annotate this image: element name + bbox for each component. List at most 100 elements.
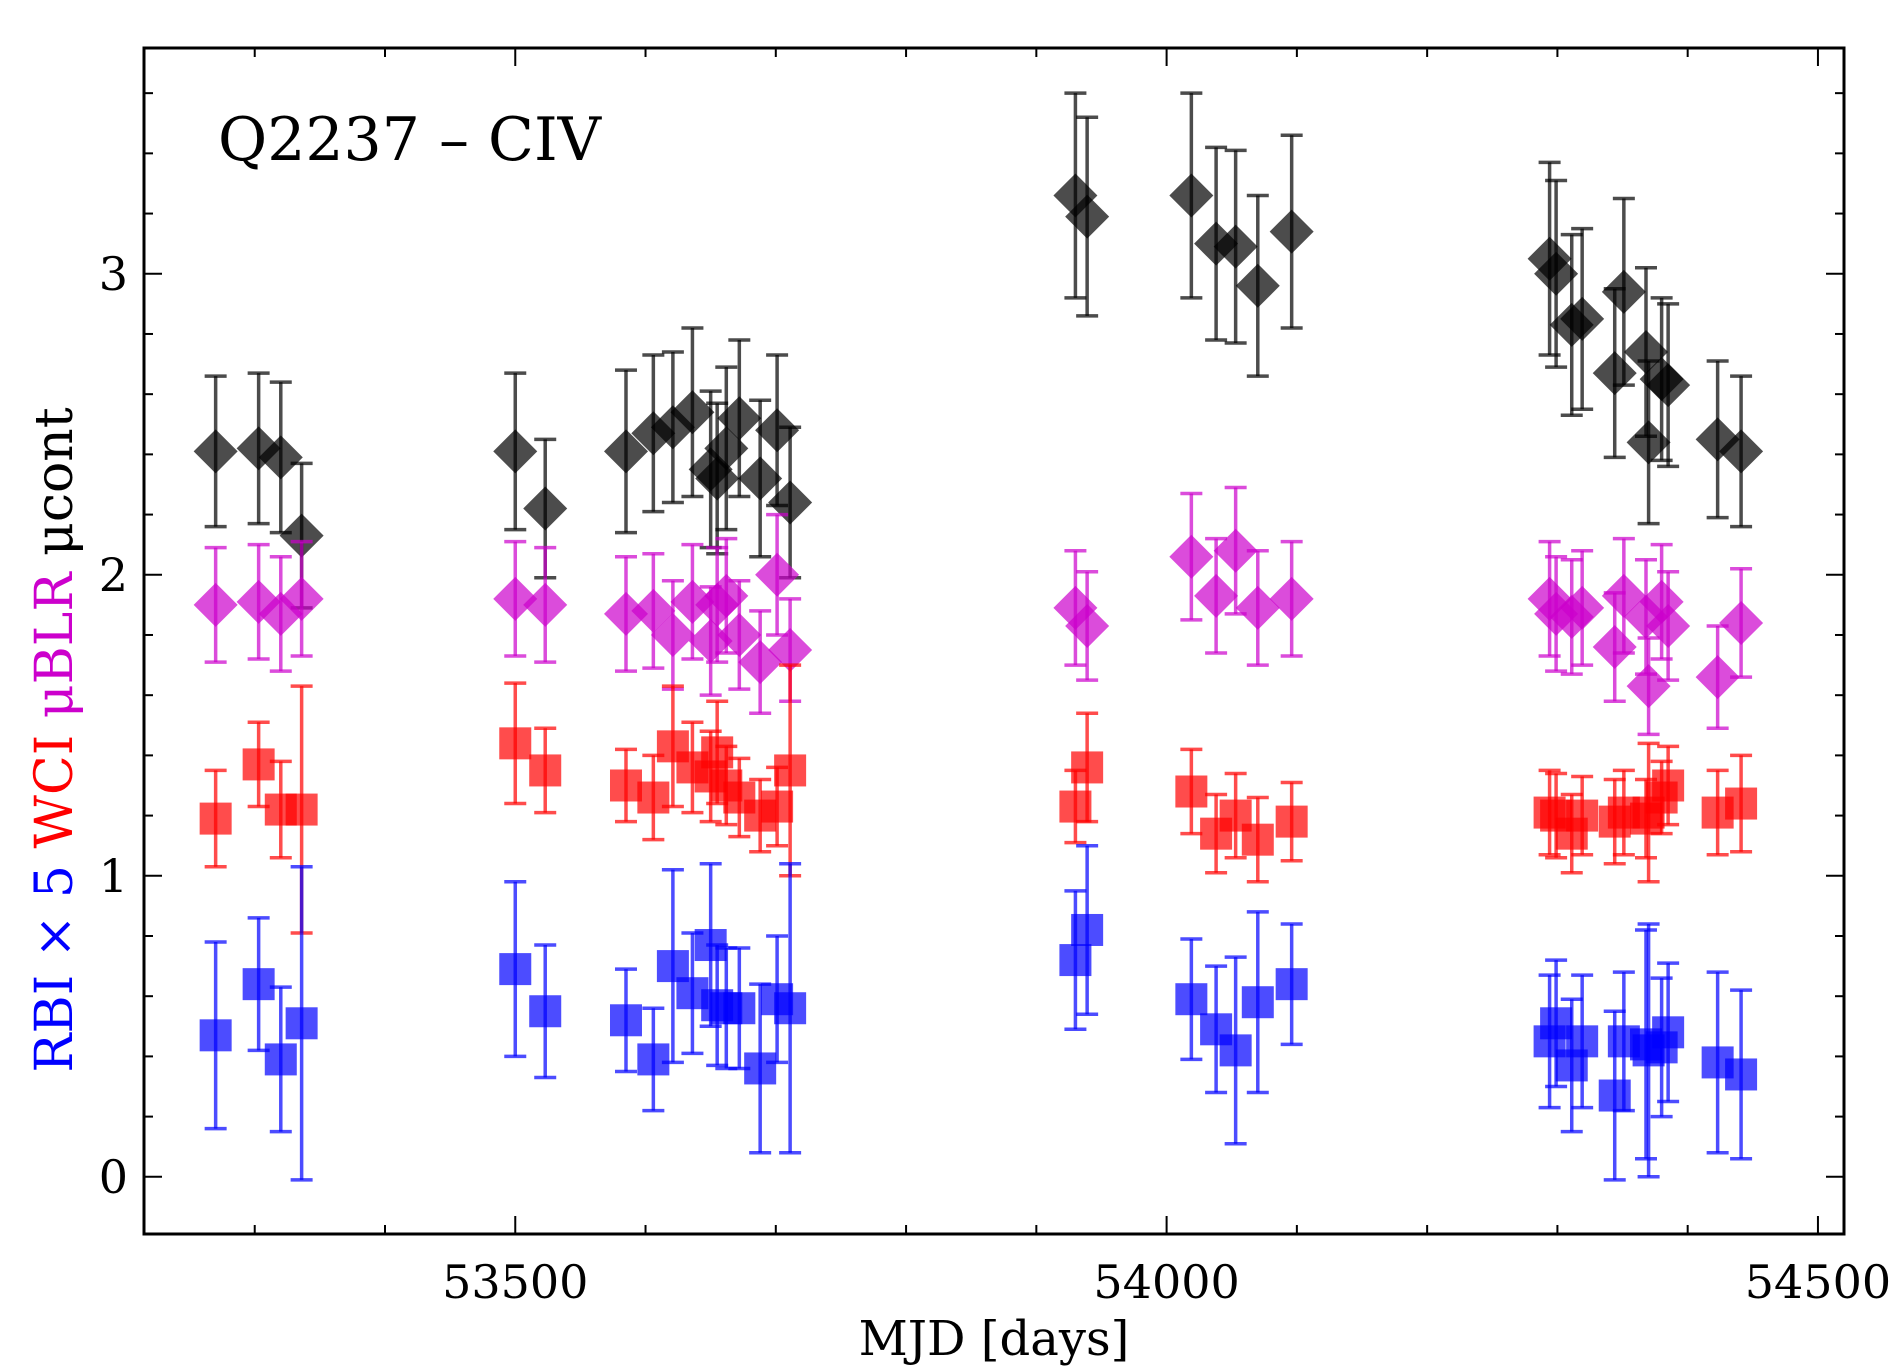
- series-group: [193, 485, 1764, 737]
- data-point-diamond: [523, 486, 568, 531]
- data-point-square: [1241, 823, 1274, 856]
- data-point-diamond: [279, 513, 324, 558]
- data-point-diamond: [1601, 269, 1646, 314]
- data-point-diamond: [279, 576, 324, 621]
- data-point-square: [774, 992, 807, 1025]
- data-point-diamond: [1719, 429, 1764, 474]
- data-point-square: [1071, 913, 1104, 946]
- x-axis-title: MJD [days]: [859, 1311, 1130, 1367]
- data-point-diamond: [738, 456, 783, 501]
- data-point-diamond: [603, 591, 648, 636]
- data-point-diamond: [603, 429, 648, 474]
- data-point-square: [1652, 1016, 1685, 1049]
- data-point-square: [264, 1043, 297, 1076]
- y-axis-title-part: RBI × 5: [25, 849, 85, 1073]
- data-point-diamond: [193, 582, 238, 627]
- data-point-diamond: [670, 390, 715, 435]
- data-point-diamond: [1065, 194, 1110, 239]
- data-point-square: [1652, 769, 1685, 802]
- data-point-square: [1598, 1079, 1631, 1112]
- x-tick-label: 54500: [1745, 1255, 1891, 1309]
- data-point-square: [744, 1052, 777, 1085]
- data-point-diamond: [1213, 528, 1258, 573]
- data-point-diamond: [1560, 296, 1605, 341]
- data-point-square: [499, 727, 532, 760]
- series-group: [199, 843, 1758, 1182]
- data-point-square: [1175, 775, 1208, 808]
- data-point-diamond: [1534, 251, 1579, 296]
- data-point-square: [701, 736, 734, 769]
- y-axis-title-part: WCI: [25, 718, 85, 848]
- data-point-square: [1275, 805, 1308, 838]
- data-point-square: [1275, 968, 1308, 1001]
- data-point-diamond: [1695, 655, 1740, 700]
- data-point-diamond: [1235, 263, 1280, 308]
- data-point-square: [609, 769, 642, 802]
- data-point-diamond: [1626, 420, 1671, 465]
- data-point-square: [285, 793, 318, 826]
- data-point-square: [609, 1004, 642, 1037]
- data-point-square: [774, 754, 807, 787]
- data-point-diamond: [1269, 576, 1314, 621]
- data-point-square: [637, 1043, 670, 1076]
- chart-title: Q2237 – CIV: [218, 105, 603, 175]
- data-point-square: [529, 754, 562, 787]
- data-point-diamond: [1646, 603, 1691, 648]
- data-point-square: [1241, 986, 1274, 1019]
- data-point-square: [1175, 983, 1208, 1016]
- x-tick-label: 54000: [1093, 1255, 1239, 1309]
- data-point-square: [285, 1007, 318, 1040]
- data-point-square: [656, 950, 689, 983]
- data-point-square: [1725, 787, 1758, 820]
- data-point-square: [499, 953, 532, 986]
- data-point-diamond: [493, 429, 538, 474]
- data-point-diamond: [493, 576, 538, 621]
- data-point-square: [199, 802, 232, 835]
- data-point-diamond: [1213, 224, 1258, 269]
- data-point-diamond: [1269, 209, 1314, 254]
- data-point-square: [199, 1019, 232, 1052]
- data-point-diamond: [1560, 585, 1605, 630]
- data-point-diamond: [1065, 603, 1110, 648]
- data-point-diamond: [1235, 585, 1280, 630]
- data-point-diamond: [1169, 173, 1214, 218]
- data-point-diamond: [1194, 573, 1239, 618]
- data-point-diamond: [650, 612, 695, 657]
- data-point-diamond: [768, 480, 813, 525]
- data-point-diamond: [1646, 363, 1691, 408]
- y-axis-title-part: μcont: [25, 407, 85, 556]
- data-point-square: [242, 968, 275, 1001]
- data-point-diamond: [1592, 625, 1637, 670]
- data-point-square: [723, 992, 756, 1025]
- data-point-diamond: [193, 429, 238, 474]
- data-point-diamond: [717, 612, 762, 657]
- data-point-diamond: [523, 582, 568, 627]
- data-point-diamond: [704, 573, 749, 618]
- data-point-square: [242, 748, 275, 781]
- data-point-diamond: [755, 552, 800, 597]
- data-point-square: [637, 781, 670, 814]
- data-point-square: [1566, 1025, 1599, 1058]
- ticks-layer: 53500 54000 54500 0 1 2 3: [99, 48, 1891, 1309]
- y-tick-label: 2: [99, 548, 128, 602]
- data-point-diamond: [717, 396, 762, 441]
- data-point-square: [1566, 799, 1599, 832]
- data-point-diamond: [1194, 221, 1239, 266]
- series-group: [193, 91, 1764, 610]
- y-tick-label: 0: [99, 1150, 128, 1204]
- data-point-diamond: [258, 435, 303, 480]
- data-point-square: [1725, 1058, 1758, 1091]
- data-layer: [193, 91, 1764, 1182]
- data-point-diamond: [1719, 600, 1764, 645]
- y-axis-title: RBI × 5 WCI μBLR μcont: [25, 407, 85, 1072]
- data-point-diamond: [1626, 664, 1671, 709]
- y-tick-label: 3: [99, 247, 128, 301]
- x-tick-label: 53500: [442, 1255, 588, 1309]
- y-tick-label: 1: [99, 849, 128, 903]
- data-point-square: [761, 790, 794, 823]
- data-point-diamond: [768, 628, 813, 673]
- data-point-square: [1071, 751, 1104, 784]
- plot-frame: [142, 46, 1846, 1236]
